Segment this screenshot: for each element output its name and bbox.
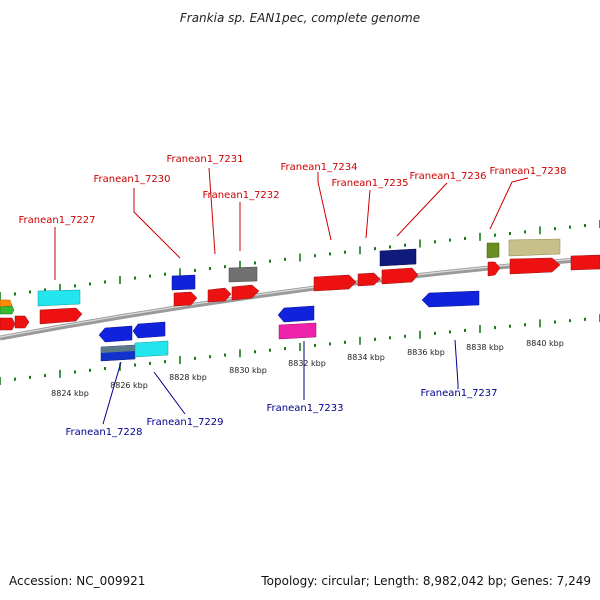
- kbp-label: 8834 kbp: [347, 353, 385, 362]
- kbp-label: 8826 kbp: [110, 381, 148, 390]
- gene-feature-forward[interactable]: [39, 307, 83, 325]
- gene-franean1-7229[interactable]: [134, 340, 169, 358]
- gene-franean1-7230[interactable]: [173, 291, 198, 307]
- kbp-label: 8830 kbp: [229, 366, 267, 375]
- gene-feature-reverse[interactable]: [132, 321, 166, 339]
- gene-feature-forward[interactable]: [509, 257, 561, 275]
- gene-feature-reverse[interactable]: [171, 274, 196, 291]
- lower-tick-track: [0, 314, 600, 385]
- label-franean1-7238[interactable]: Franean1_7238: [489, 166, 566, 177]
- label-franean1-7231[interactable]: Franean1_7231: [166, 154, 243, 165]
- gene-franean1-7235[interactable]: [357, 272, 381, 287]
- kbp-label: 8836 kbp: [407, 348, 445, 357]
- gene-feature-olive[interactable]: [486, 242, 500, 259]
- gene-feature-forward[interactable]: [0, 317, 16, 331]
- label-franean1-7235[interactable]: Franean1_7235: [331, 178, 408, 189]
- kbp-label: 8828 kbp: [169, 373, 207, 382]
- gene-feature-forward[interactable]: [570, 254, 600, 271]
- label-franean1-7230[interactable]: Franean1_7230: [93, 174, 170, 185]
- gene-franean1-7227[interactable]: [37, 289, 81, 307]
- gene-feature-khaki[interactable]: [508, 238, 561, 257]
- gene-franean1-7238[interactable]: [487, 261, 501, 277]
- leader-lines: [54, 167, 529, 425]
- label-franean1-7233[interactable]: Franean1_7233: [266, 403, 343, 414]
- label-franean1-7237[interactable]: Franean1_7237: [420, 388, 497, 399]
- kbp-label: 8840 kbp: [526, 339, 564, 348]
- label-franean1-7229[interactable]: Franean1_7229: [146, 417, 223, 428]
- gene-franean1-7231[interactable]: [207, 287, 232, 303]
- label-franean1-7236[interactable]: Franean1_7236: [409, 171, 486, 182]
- kbp-label: 8824 kbp: [51, 389, 89, 398]
- genome-summary-text: Topology: circular; Length: 8,982,042 bp…: [260, 574, 591, 588]
- gene-franean1-7233[interactable]: [277, 305, 315, 323]
- gene-feature-magenta[interactable]: [278, 322, 317, 340]
- gene-feature-forward[interactable]: [231, 284, 260, 301]
- accession-text: Accession: NC_009921: [9, 574, 145, 588]
- kbp-label: 8832 kbp: [288, 359, 326, 368]
- gene-feature-forward[interactable]: [14, 315, 30, 329]
- gene-franean1-7228[interactable]: [100, 344, 136, 362]
- upper-tick-track: [0, 220, 600, 300]
- gene-feature-forward[interactable]: [381, 267, 419, 285]
- gene-franean1-7232[interactable]: [228, 266, 258, 283]
- gene-feature-green[interactable]: [0, 305, 15, 315]
- gene-feature-reverse[interactable]: [98, 325, 133, 343]
- label-franean1-7228[interactable]: Franean1_7228: [65, 427, 142, 438]
- kbp-label: 8838 kbp: [466, 343, 504, 352]
- label-franean1-7227[interactable]: Franean1_7227: [18, 215, 95, 226]
- genome-title: Frankia sp. EAN1pec, complete genome: [180, 11, 420, 25]
- gene-franean1-7234[interactable]: [313, 274, 357, 292]
- gene-franean1-7237[interactable]: [421, 290, 480, 308]
- label-franean1-7234[interactable]: Franean1_7234: [280, 162, 357, 173]
- label-franean1-7232[interactable]: Franean1_7232: [202, 190, 279, 201]
- gene-franean1-7236[interactable]: [379, 248, 417, 267]
